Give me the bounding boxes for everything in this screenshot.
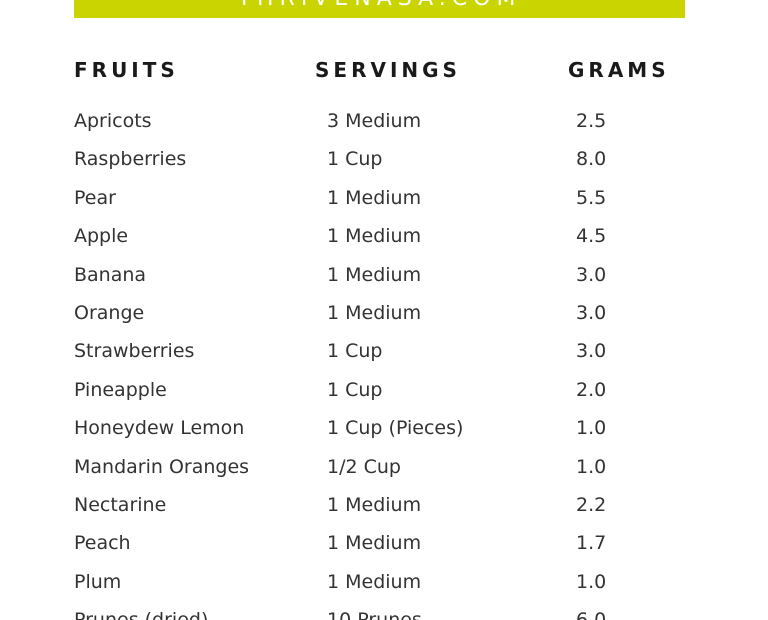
grams: 2.0 — [576, 378, 607, 401]
serving: 1 Medium — [327, 186, 422, 209]
serving: 10 Prunes — [327, 609, 422, 620]
serving: 1 Cup — [327, 148, 383, 171]
fruit-name: Prunes (dried) — [74, 609, 208, 620]
fruit-name: Plum — [74, 570, 122, 593]
grams: 3.0 — [576, 340, 607, 363]
header-servings: SERVINGS — [315, 58, 461, 82]
header-fruits: FRUITS — [74, 58, 179, 82]
fruit-name: Orange — [74, 302, 145, 324]
fruit-name: Strawberries — [74, 340, 195, 363]
banner-text: THRIVENASA.COM — [74, 0, 685, 11]
grams: 4.5 — [576, 225, 607, 248]
fruit-name: Pineapple — [74, 378, 167, 401]
fruit-name: Banana — [74, 263, 147, 286]
grams: 1.0 — [576, 570, 607, 593]
grams: 5.5 — [576, 186, 607, 209]
serving: 1 Medium — [327, 532, 422, 555]
fruit-name: Peach — [74, 532, 131, 555]
fruit-name: Nectarine — [74, 494, 167, 516]
grams: 6.0 — [576, 609, 606, 620]
serving: 1 Cup — [327, 378, 383, 401]
grams: 3.0 — [576, 302, 607, 324]
serving: 3 Medium — [327, 110, 422, 132]
serving: 1 Medium — [327, 302, 422, 324]
grams: 3.0 — [576, 263, 607, 286]
fruit-name: Raspberries — [74, 148, 187, 171]
serving: 1 Medium — [327, 263, 422, 286]
grams: 1.0 — [576, 417, 607, 440]
grams: 8.0 — [576, 148, 607, 171]
fruit-name: Pear — [74, 186, 116, 209]
grams: 2.5 — [576, 110, 607, 132]
fruit-name: Honeydew Lemon — [74, 417, 245, 440]
fruit-name: Mandarin Oranges — [74, 455, 250, 478]
grams: 1.7 — [576, 532, 607, 555]
serving: 1 Medium — [327, 570, 422, 593]
fruit-name: Apple — [74, 225, 129, 248]
header-grams: GRAMS — [568, 58, 670, 82]
serving: 1 Medium — [327, 494, 422, 516]
serving: 1 Cup — [327, 340, 383, 363]
grams: 1.0 — [576, 455, 607, 478]
serving: 1 Medium — [327, 225, 422, 248]
grams: 2.2 — [576, 494, 607, 516]
serving: 1 Cup (Pieces) — [327, 417, 464, 440]
banner: THRIVENASA.COM — [74, 0, 685, 18]
fruit-name: Apricots — [74, 110, 152, 132]
serving: 1/2 Cup — [327, 455, 401, 478]
